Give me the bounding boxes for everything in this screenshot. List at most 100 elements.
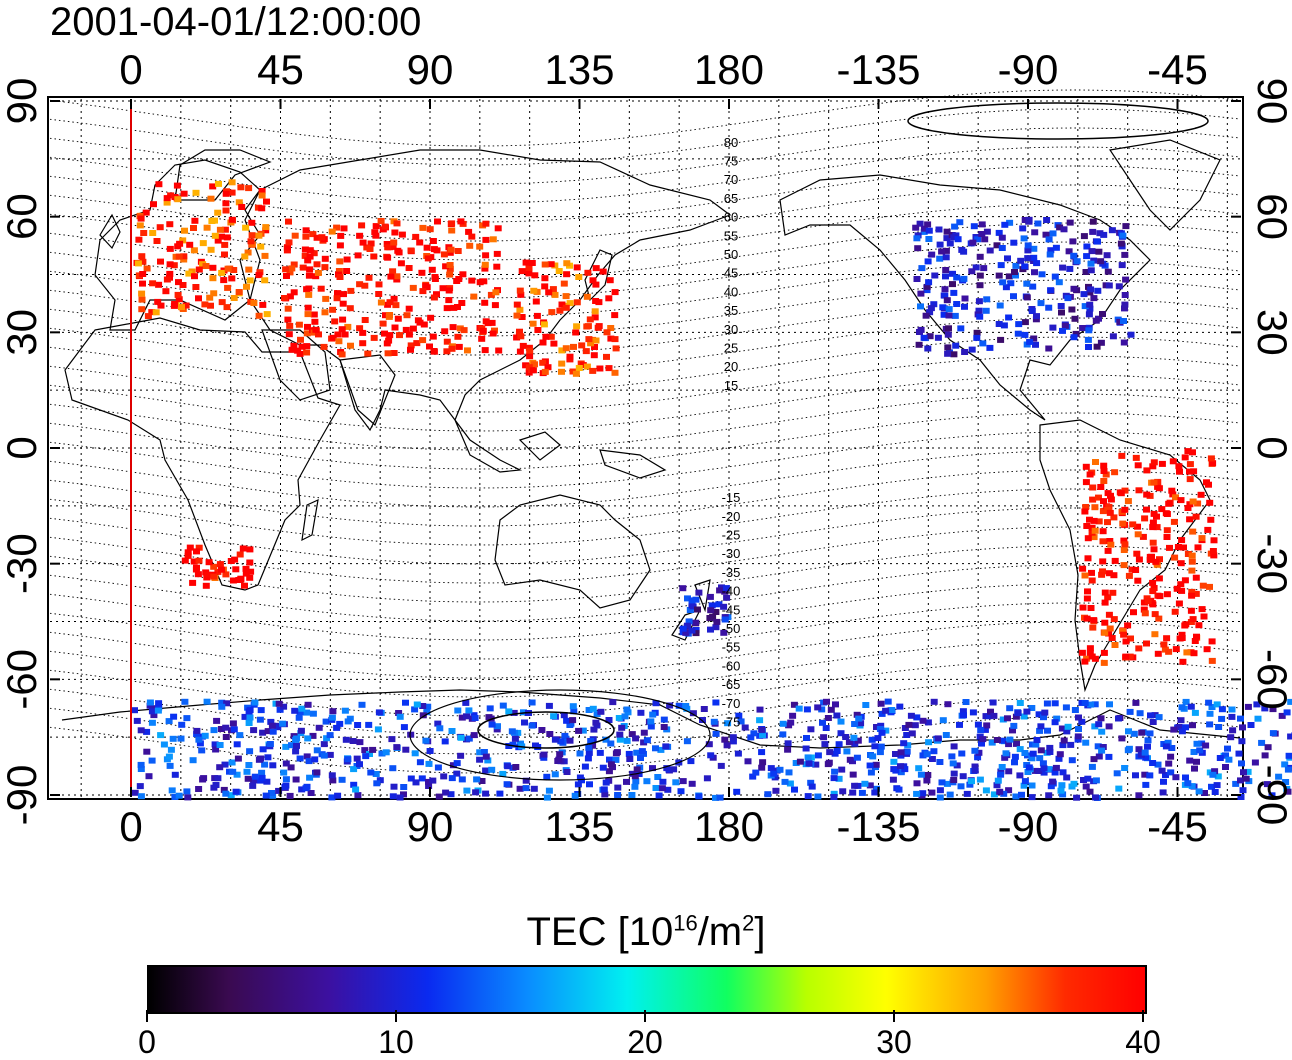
tec-sample-south-america	[1188, 567, 1196, 574]
tec-sample-south-america	[1143, 640, 1150, 647]
tec-sample-south-america	[1149, 539, 1157, 546]
tec-sample-south-america	[1163, 591, 1171, 598]
tec-sample-north-america	[983, 228, 991, 235]
tec-sample-antarctica	[576, 750, 584, 757]
tec-sample-north-america	[1029, 283, 1037, 290]
tec-sample-east-asia	[541, 261, 549, 268]
tec-sample-new-zealand	[713, 618, 721, 625]
tec-sample-north-america	[1094, 238, 1101, 245]
tec-sample-central-asia	[303, 330, 311, 337]
tec-sample-europe	[155, 281, 163, 288]
tec-sample-antarctica	[771, 774, 779, 781]
tec-sample-south-america	[1209, 548, 1217, 554]
tec-sample-antarctica	[480, 749, 488, 755]
tec-sample-antarctica	[907, 712, 915, 719]
tec-sample-new-zealand	[684, 595, 691, 602]
tec-sample-antarctica	[1098, 747, 1106, 754]
tec-sample-south-america	[1163, 534, 1171, 540]
tec-sample-antarctica	[607, 761, 615, 768]
tec-sample-antarctica	[1045, 766, 1053, 773]
tec-sample-south-america	[1153, 513, 1160, 520]
tec-sample-north-america	[934, 334, 942, 341]
tec-sample-central-asia	[405, 305, 413, 312]
tec-sample-antarctica	[183, 788, 191, 795]
tec-sample-antarctica	[1146, 730, 1154, 737]
tec-sample-antarctica	[994, 777, 1002, 784]
top-lon-label: 0	[119, 46, 142, 93]
tec-sample-antarctica	[1082, 739, 1090, 746]
tec-sample-antarctica	[195, 736, 203, 743]
tec-sample-antarctica	[1283, 709, 1291, 716]
tec-sample-antarctica	[821, 741, 829, 748]
tec-sample-antarctica	[148, 708, 156, 715]
tec-sample-central-asia	[296, 350, 304, 357]
tec-sample-north-america	[1010, 239, 1018, 246]
tec-sample-europe	[174, 196, 182, 203]
tec-sample-south-africa	[216, 561, 224, 568]
tec-sample-north-america	[925, 279, 933, 286]
tec-sample-central-asia	[317, 285, 325, 292]
tec-sample-east-asia	[605, 365, 613, 372]
tec-sample-east-asia	[550, 340, 558, 347]
tec-sample-south-america	[1083, 615, 1091, 622]
tec-sample-antarctica	[962, 699, 970, 705]
top-lon-label: -135	[836, 46, 920, 93]
tec-sample-central-asia	[309, 231, 317, 238]
tec-sample-antarctica	[1013, 740, 1020, 747]
tec-sample-antarctica	[282, 760, 290, 767]
tec-sample-south-america	[1119, 628, 1127, 634]
tec-sample-antarctica	[315, 724, 323, 731]
right-lat-label: -30	[1249, 533, 1292, 594]
contour-loop-north	[907, 102, 1209, 140]
tec-sample-south-america	[1081, 658, 1089, 665]
tec-sample-antarctica	[275, 787, 283, 794]
tec-sample-north-america	[1066, 219, 1074, 226]
tec-sample-europe	[185, 270, 193, 277]
tec-sample-antarctica	[649, 765, 656, 772]
tec-sample-europe	[139, 271, 147, 277]
tec-sample-antarctica	[1051, 719, 1059, 726]
tec-sample-south-america	[1107, 492, 1114, 499]
tec-sample-central-asia	[347, 342, 354, 349]
tec-sample-central-asia	[455, 343, 463, 350]
tec-sample-central-asia	[306, 253, 314, 260]
contour-label: -40	[722, 584, 741, 599]
tec-sample-antarctica	[412, 779, 420, 786]
tec-sample-antarctica	[400, 784, 408, 790]
tec-sample-north-america	[925, 236, 933, 242]
tec-sample-antarctica	[1196, 747, 1204, 754]
tec-sample-central-asia	[482, 220, 490, 227]
tec-sample-antarctica	[396, 794, 404, 801]
tec-sample-south-america	[1100, 649, 1108, 656]
tec-sample-europe	[221, 251, 228, 258]
tec-sample-antarctica	[869, 753, 877, 760]
tec-sample-antarctica	[1222, 752, 1229, 759]
tec-sample-north-america	[1052, 244, 1060, 251]
tec-sample-antarctica	[958, 750, 966, 757]
tec-sample-antarctica	[233, 771, 241, 778]
tec-sample-north-america	[1069, 238, 1077, 245]
tec-sample-antarctica	[356, 761, 363, 768]
tec-sample-antarctica	[623, 737, 631, 744]
tec-sample-north-america	[1012, 262, 1020, 269]
tec-sample-north-america	[995, 229, 1003, 236]
tec-sample-north-america	[1086, 301, 1094, 308]
tec-sample-antarctica	[1095, 721, 1103, 728]
tec-sample-europe	[181, 227, 188, 234]
tec-sample-south-africa	[210, 573, 218, 580]
tec-sample-antarctica	[1014, 710, 1022, 717]
tec-sample-europe	[156, 224, 164, 231]
tec-sample-antarctica	[1193, 740, 1201, 747]
tec-sample-antarctica	[458, 776, 466, 783]
tec-sample-south-america	[1190, 468, 1198, 475]
tec-sample-south-america	[1149, 588, 1157, 595]
tec-sample-antarctica	[978, 740, 985, 747]
tec-sample-europe	[255, 312, 263, 319]
colorbar-tick-mark	[395, 1010, 397, 1022]
tec-sample-antarctica	[602, 736, 610, 743]
tec-sample-antarctica	[1191, 765, 1198, 772]
tec-sample-south-america	[1205, 481, 1212, 488]
tec-sample-antarctica	[682, 703, 690, 709]
tec-sample-antarctica	[471, 715, 479, 721]
tec-sample-antarctica	[333, 724, 341, 731]
